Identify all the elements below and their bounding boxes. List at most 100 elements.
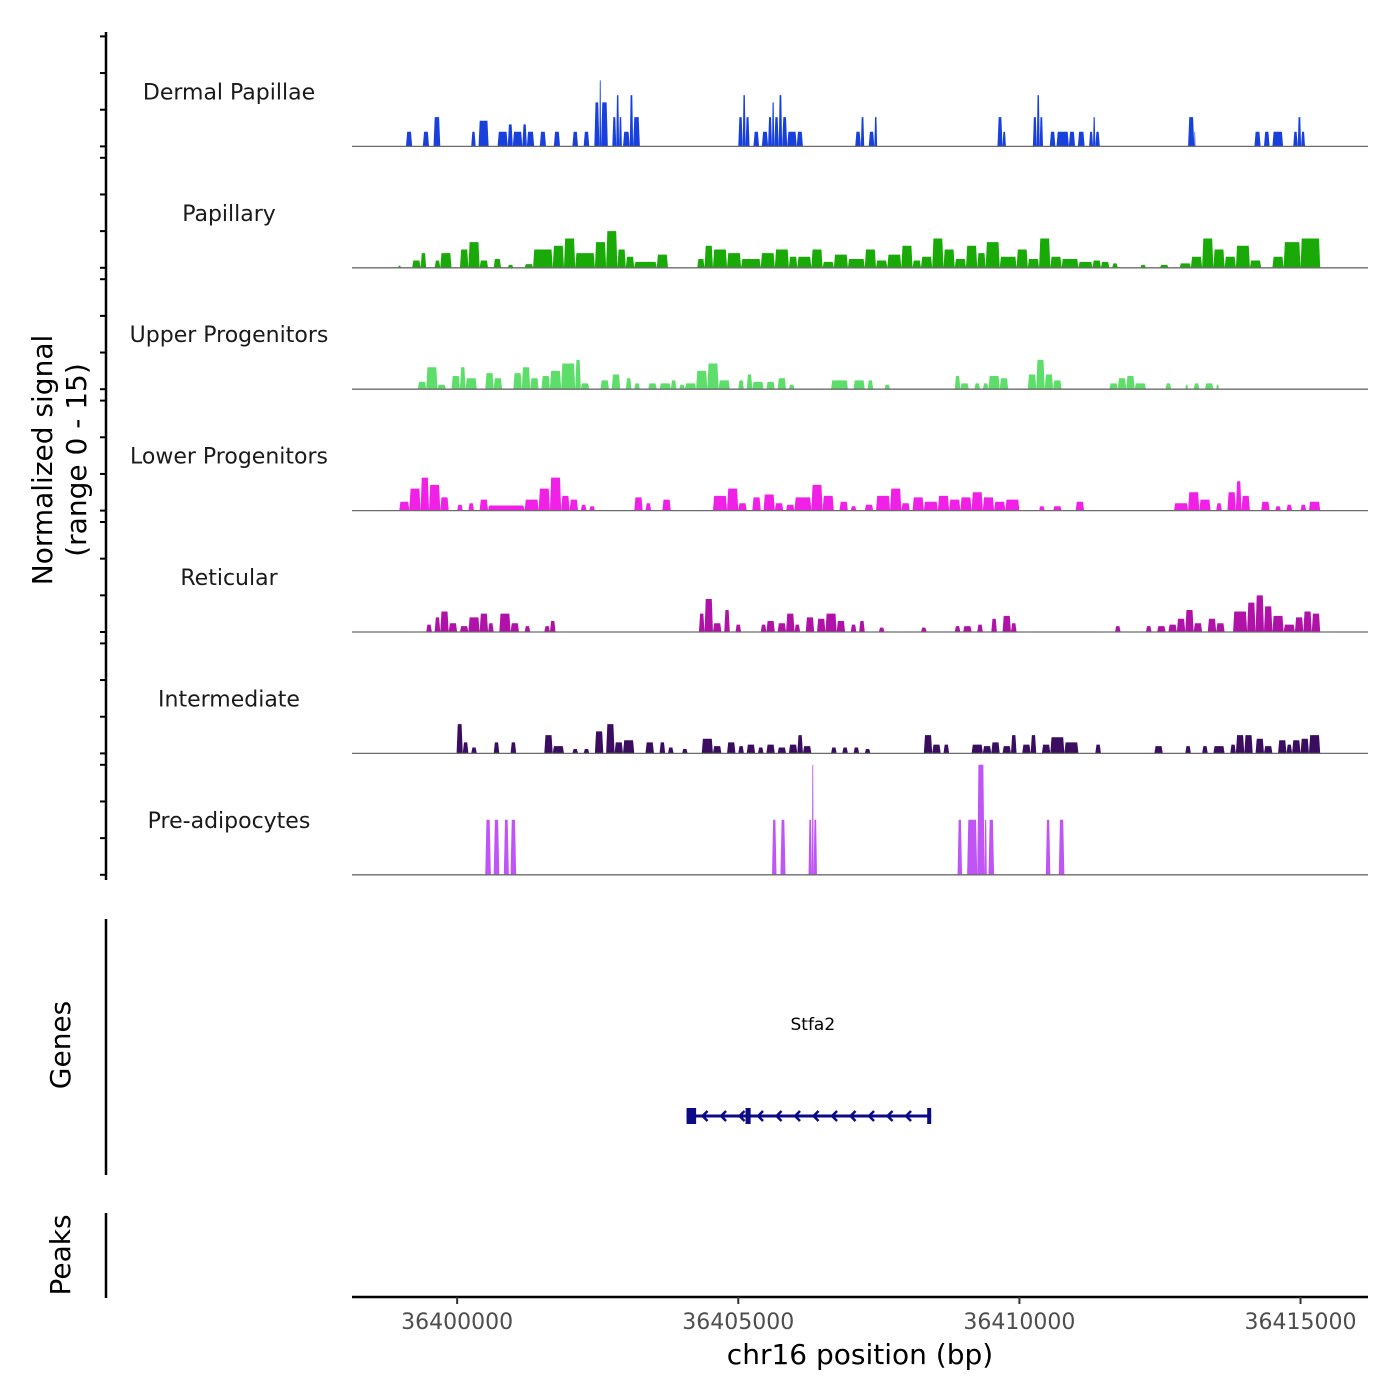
signal-segment bbox=[433, 117, 441, 147]
signal-segment bbox=[544, 626, 550, 632]
signal-segment bbox=[697, 259, 705, 268]
signal-segment bbox=[794, 497, 812, 511]
signal-segment bbox=[612, 117, 617, 147]
signal-segment bbox=[471, 131, 476, 147]
signal-segment bbox=[822, 495, 834, 511]
signal-segment bbox=[552, 245, 564, 268]
signal-segment bbox=[488, 623, 494, 632]
signal-segment bbox=[884, 384, 891, 390]
signal-segment bbox=[601, 102, 608, 147]
signal-segment bbox=[440, 497, 449, 511]
track-papillary: Papillary bbox=[182, 202, 1368, 269]
signal-segment bbox=[1045, 819, 1051, 875]
signal-segment bbox=[656, 254, 668, 268]
signal-segment bbox=[901, 503, 910, 511]
peaks-track-label: Peaks bbox=[44, 1214, 77, 1295]
signal-segment bbox=[778, 95, 783, 147]
signal-segment bbox=[796, 131, 803, 147]
signal-segment bbox=[1089, 131, 1094, 147]
signal-segment bbox=[399, 501, 410, 511]
signal-segment bbox=[727, 253, 742, 268]
signal-segment bbox=[485, 373, 494, 390]
signal-segment bbox=[1293, 131, 1298, 147]
signal-segment bbox=[1005, 499, 1020, 511]
y-axis-title-line-1: Normalized signal bbox=[26, 335, 59, 586]
signal-segment bbox=[991, 742, 1000, 754]
signal-segment bbox=[698, 613, 705, 632]
signal-segment bbox=[451, 376, 460, 390]
signal-segment bbox=[437, 384, 446, 390]
signal-segment bbox=[510, 819, 517, 875]
signal-segment bbox=[572, 749, 579, 754]
signal-segment bbox=[561, 495, 570, 511]
signal-segment bbox=[606, 724, 615, 754]
signal-segment bbox=[478, 120, 489, 147]
signal-segment bbox=[1235, 481, 1242, 511]
signal-segment bbox=[1193, 383, 1200, 390]
gene-stfa2: Stfa2 bbox=[686, 1015, 932, 1124]
signal-segment bbox=[1213, 746, 1225, 754]
signal-segment bbox=[850, 506, 857, 511]
peaks-track-title: Peaks bbox=[44, 1214, 77, 1295]
signal-segment bbox=[493, 378, 503, 390]
signal-segment bbox=[541, 376, 550, 390]
signal-segment bbox=[977, 253, 986, 268]
signal-segment bbox=[1283, 624, 1295, 632]
signal-segment bbox=[1286, 504, 1293, 511]
track-label: Reticular bbox=[180, 566, 278, 591]
signal-segment bbox=[553, 131, 561, 147]
signal-segment bbox=[811, 249, 823, 268]
signal-segment bbox=[782, 117, 788, 147]
signal-segment bbox=[662, 499, 671, 511]
signal-segment bbox=[752, 381, 764, 390]
signal-segment bbox=[648, 383, 657, 390]
signal-segment bbox=[1022, 744, 1031, 754]
signal-segment bbox=[923, 735, 933, 754]
signal-segment bbox=[901, 245, 913, 268]
signal-segment bbox=[746, 374, 753, 390]
signal-segment bbox=[971, 744, 983, 754]
signal-segment bbox=[682, 749, 688, 754]
signal-segment bbox=[1036, 359, 1045, 390]
signal-segment bbox=[864, 504, 874, 511]
signal-segment bbox=[1308, 735, 1321, 754]
signal-segment bbox=[1176, 618, 1186, 632]
signal-segment bbox=[777, 747, 787, 754]
signal-segment bbox=[949, 499, 961, 511]
signal-segment bbox=[994, 501, 1006, 511]
signal-segment bbox=[1078, 261, 1093, 268]
signal-segment bbox=[456, 724, 463, 754]
signal-segment bbox=[1224, 256, 1236, 268]
signal-segment bbox=[954, 376, 961, 390]
track-pre-adipocytes: Pre-adipocytes bbox=[148, 764, 1368, 876]
signal-segment bbox=[468, 242, 480, 268]
signal-segment bbox=[524, 626, 531, 632]
signal-segment bbox=[580, 383, 590, 390]
signal-segment bbox=[777, 623, 787, 632]
signal-segment bbox=[485, 819, 491, 875]
signal-segment bbox=[1233, 611, 1248, 632]
x-axis-ticks: 36400000 36405000 36410000 36415000 bbox=[401, 1297, 1357, 1335]
signal-segment bbox=[704, 599, 713, 632]
signal-segment bbox=[497, 131, 508, 147]
signal-segment bbox=[1185, 610, 1194, 632]
track-label: Intermediate bbox=[158, 687, 300, 712]
strand-arrow bbox=[719, 1110, 727, 1122]
signal-segment bbox=[479, 499, 489, 511]
signal-segment bbox=[572, 131, 579, 147]
signal-segment bbox=[634, 497, 643, 511]
signal-segment bbox=[524, 264, 534, 268]
signal-segment bbox=[1095, 131, 1100, 147]
signal-segment bbox=[763, 494, 775, 511]
signal-segment bbox=[1216, 503, 1222, 511]
signal-segment bbox=[645, 742, 654, 754]
signal-segment bbox=[611, 374, 621, 390]
signal-segment bbox=[580, 504, 587, 511]
signal-segment bbox=[457, 504, 463, 511]
signal-segment bbox=[1093, 117, 1096, 147]
signal-segment bbox=[738, 380, 744, 390]
signal-segment bbox=[1049, 131, 1056, 147]
signal-segment bbox=[614, 742, 624, 754]
signal-segment bbox=[805, 617, 815, 632]
